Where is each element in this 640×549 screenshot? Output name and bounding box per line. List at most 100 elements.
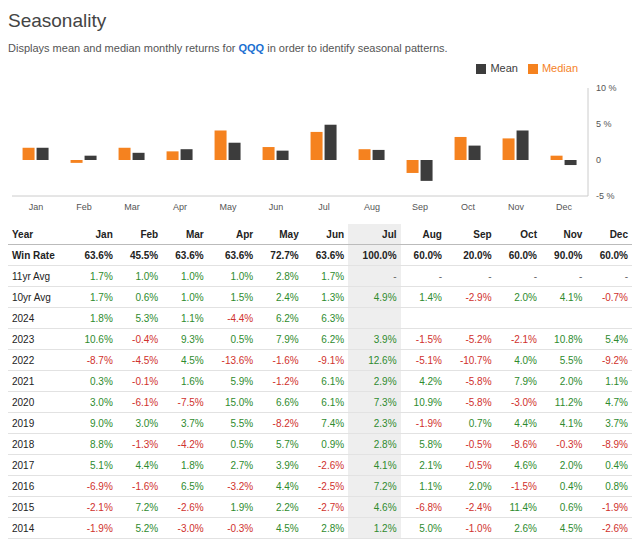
svg-text:5 %: 5 % (596, 119, 612, 129)
html-text:-1.5%: -1.5% (415, 333, 442, 345)
html-text:10.8%: 10.8% (554, 333, 583, 345)
svg-text:Jun: Jun (269, 202, 284, 212)
svg-text:Oct: Oct (461, 202, 476, 212)
html-text:10.6%: 10.6% (84, 333, 113, 345)
svg-text:Aug: Aug (364, 202, 380, 212)
html-text:1.0%: 1.0% (180, 291, 204, 303)
html-text:2.8%: 2.8% (275, 270, 299, 282)
html-text:2022: 2022 (12, 354, 35, 366)
html-text:-8.7%: -8.7% (86, 354, 113, 366)
html-text:Apr: Apr (236, 228, 254, 240)
html-text:1.4%: 1.4% (419, 291, 442, 303)
html-text:-2.1%: -2.1% (510, 333, 537, 345)
html-text:2024: 2024 (12, 312, 35, 324)
html-text:6.2%: 6.2% (275, 312, 299, 324)
html-text:63.6%: 63.6% (315, 249, 345, 261)
html-text:63.6%: 63.6% (224, 249, 254, 261)
html-text:2021: 2021 (12, 375, 35, 387)
html-text:Seasonality: Seasonality (8, 10, 107, 31)
html-text:-5.2%: -5.2% (465, 333, 492, 345)
svg-text:Jan: Jan (29, 202, 44, 212)
html-text:5.4%: 5.4% (605, 333, 628, 345)
html-text:1.3%: 1.3% (321, 291, 345, 303)
html-text:11yr Avg: 11yr Avg (12, 270, 50, 282)
html-text:60.0%: 60.0% (599, 249, 628, 261)
html-text:1.7%: 1.7% (90, 270, 113, 282)
html-text:2023: 2023 (12, 333, 35, 345)
html-text:Dec: Dec (609, 228, 628, 240)
html-text:45.5%: 45.5% (129, 249, 159, 261)
svg-text:Jul: Jul (318, 202, 330, 212)
html-text:-0.7%: -0.7% (601, 291, 628, 303)
html-text:Sep: Sep (473, 228, 492, 240)
html-text:63.6%: 63.6% (175, 249, 204, 261)
html-text:12.6%: 12.6% (368, 354, 397, 366)
html-text:5.5%: 5.5% (559, 354, 583, 366)
html-text:63.6%: 63.6% (84, 249, 113, 261)
html-text:Feb: Feb (140, 228, 159, 240)
html-text:-2.9%: -2.9% (465, 291, 492, 303)
html-text:Aug: Aug (422, 228, 442, 240)
svg-text:Sep: Sep (412, 202, 428, 212)
html-text:May: May (279, 228, 299, 240)
html-text:6.3%: 6.3% (321, 312, 345, 324)
html-text:Mean: Mean (490, 62, 518, 74)
html-text:90.0%: 90.0% (554, 249, 583, 261)
html-text:Median: Median (541, 62, 578, 74)
html-text:3.9%: 3.9% (373, 333, 397, 345)
html-text:60.0%: 60.0% (508, 249, 537, 261)
svg-text:Nov: Nov (508, 202, 525, 212)
svg-text:0: 0 (596, 155, 601, 165)
html-text:-9.2%: -9.2% (601, 354, 628, 366)
html-text:9.3%: 9.3% (180, 333, 204, 345)
html-text:-4.4%: -4.4% (227, 312, 254, 324)
html-text:-4.5%: -4.5% (132, 354, 159, 366)
html-text:6.2%: 6.2% (321, 333, 345, 345)
svg-text:Feb: Feb (76, 202, 92, 212)
html-text:1.0%: 1.0% (230, 270, 254, 282)
html-text:-1.6%: -1.6% (272, 354, 299, 366)
html-text:Jun: Jun (326, 228, 345, 240)
html-text:-9.1%: -9.1% (318, 354, 345, 366)
html-text:2.4%: 2.4% (275, 291, 299, 303)
html-text:Nov: Nov (563, 228, 583, 240)
html-text:1.0%: 1.0% (180, 270, 204, 282)
html-text:1.1%: 1.1% (180, 312, 204, 324)
html-text:Win Rate: Win Rate (12, 249, 55, 261)
html-text:Year: Year (12, 228, 34, 240)
html-text:20.0%: 20.0% (463, 249, 492, 261)
html-text:4.1%: 4.1% (559, 291, 583, 303)
svg-text:Mar: Mar (124, 202, 140, 212)
svg-text:May: May (219, 202, 237, 212)
html-text:1.7%: 1.7% (90, 291, 113, 303)
html-text:1.0%: 1.0% (135, 270, 159, 282)
svg-text:Dec: Dec (556, 202, 573, 212)
html-text:Displays mean and median month: Displays mean and median monthly returns… (8, 42, 448, 54)
html-text:2.0%: 2.0% (514, 291, 537, 303)
svg-text:10 %: 10 % (596, 83, 617, 93)
svg-text:Apr: Apr (173, 202, 187, 212)
html-text:72.7%: 72.7% (270, 249, 299, 261)
html-text:0.6%: 0.6% (135, 291, 159, 303)
html-text:-10.7%: -10.7% (459, 354, 492, 366)
html-text:Oct: Oct (520, 228, 537, 240)
html-text:-0.4%: -0.4% (132, 333, 159, 345)
html-text:4.9%: 4.9% (373, 291, 397, 303)
html-text:5.3%: 5.3% (135, 312, 159, 324)
svg-text:-5 %: -5 % (596, 191, 615, 201)
html-text:Jul: Jul (382, 228, 397, 240)
html-text:10yr Avg: 10yr Avg (12, 291, 51, 303)
html-text:4.0%: 4.0% (514, 354, 537, 366)
html-text:7.9%: 7.9% (275, 333, 299, 345)
html-text:-5.1%: -5.1% (415, 354, 442, 366)
html-text:Jan: Jan (95, 228, 113, 240)
html-text:1.5%: 1.5% (230, 291, 254, 303)
html-text:0.5%: 0.5% (230, 333, 254, 345)
html-text:1.8%: 1.8% (90, 312, 113, 324)
html-text:4.5%: 4.5% (180, 354, 204, 366)
html-text:Mar: Mar (185, 228, 204, 240)
html-text:-13.6%: -13.6% (221, 354, 254, 366)
html-text:1.7%: 1.7% (321, 270, 345, 282)
html-text:100.0%: 100.0% (362, 249, 397, 261)
html-text:60.0%: 60.0% (413, 249, 442, 261)
